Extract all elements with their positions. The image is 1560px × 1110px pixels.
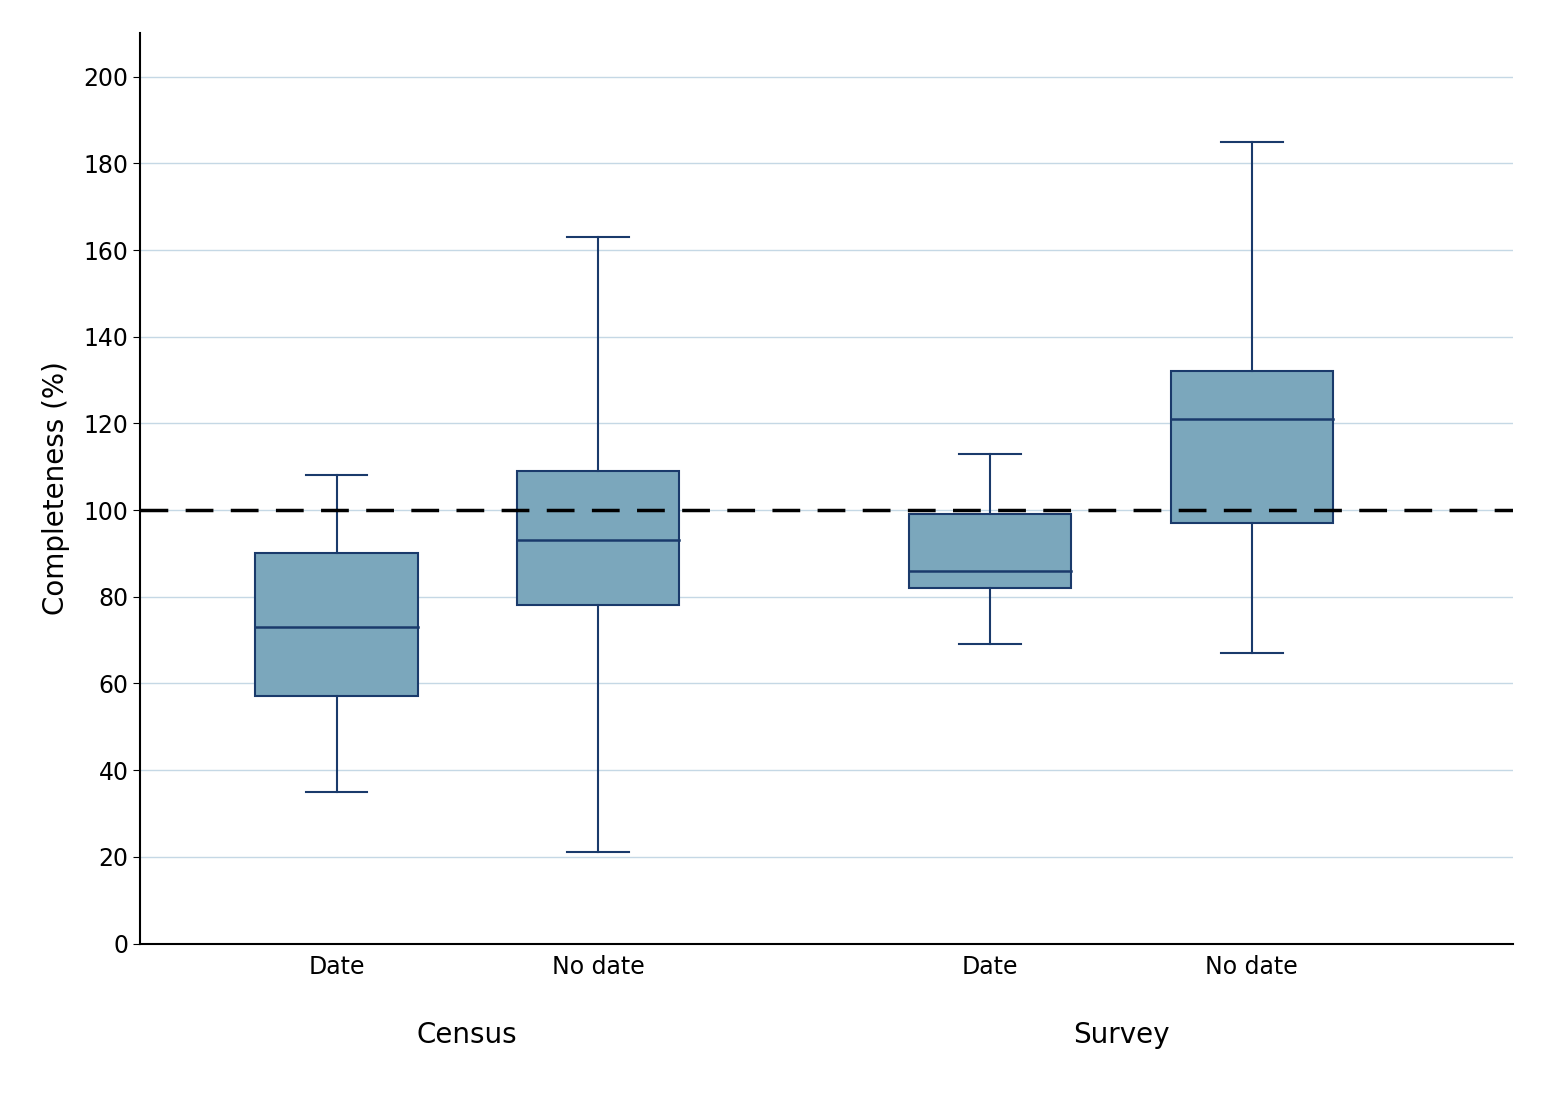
Bar (1170, 372, 1332, 523)
Bar (256, 554, 418, 696)
Bar (516, 471, 679, 605)
Y-axis label: Completeness (%): Completeness (%) (42, 362, 70, 615)
Text: Survey: Survey (1073, 1021, 1170, 1049)
Text: Census: Census (417, 1021, 518, 1049)
Bar (909, 514, 1072, 588)
